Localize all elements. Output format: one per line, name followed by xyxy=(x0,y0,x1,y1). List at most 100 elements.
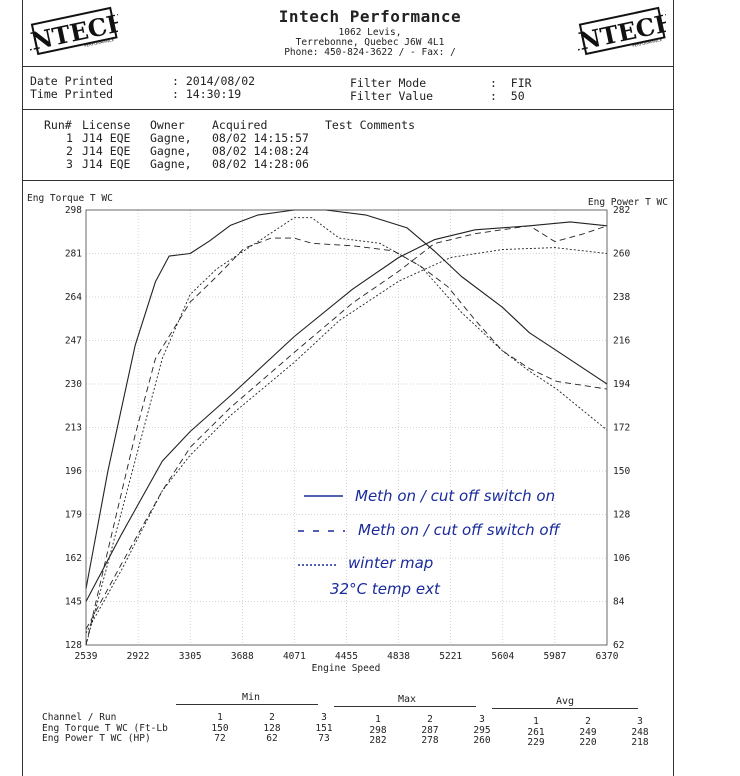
summary-power-value: 220 xyxy=(579,737,597,748)
x-tick-label: 5221 xyxy=(439,651,462,662)
address-line-1: 1062 Levis, xyxy=(338,27,402,38)
y-left-tick-label: 247 xyxy=(65,336,82,347)
x-tick-label: 3305 xyxy=(179,651,202,662)
divider xyxy=(22,180,674,181)
summary-run-number: 2 xyxy=(585,716,591,727)
divider xyxy=(492,708,638,709)
summary-torque-value: 295 xyxy=(473,725,491,736)
y-left-tick-label: 213 xyxy=(65,423,82,434)
divider xyxy=(334,706,476,707)
table-row-acquired: 08/02 14:08:24 xyxy=(212,144,309,158)
y-right-tick-label: 106 xyxy=(613,553,630,564)
filter-value-value: : 50 xyxy=(490,89,525,103)
y-right-tick-label: 150 xyxy=(613,466,630,477)
runs-header-acquired: Acquired xyxy=(212,118,268,132)
summary-torque-value: 261 xyxy=(527,727,545,738)
summary-power-value: 260 xyxy=(473,735,491,746)
summary-power-value: 62 xyxy=(266,733,278,744)
chart-grid xyxy=(86,210,607,645)
summary-run-number: 2 xyxy=(269,712,275,723)
dyno-chart: Eng Torque T WC Eng Power T WC Engine Sp… xyxy=(27,193,668,674)
summary-torque-value: 151 xyxy=(315,723,333,734)
divider xyxy=(176,704,318,705)
runs-header-comments: Test Comments xyxy=(325,118,416,132)
summary-group-min: Min xyxy=(242,692,261,703)
table-row-license: J14 EQE xyxy=(82,144,131,158)
summary-power-value: 73 xyxy=(318,733,330,744)
legend-label-2: Meth on / cut off switch off xyxy=(358,521,562,539)
chart-series xyxy=(85,209,608,646)
address-line-3: Phone: 450-824-3622 / - Fax: / xyxy=(284,47,456,58)
y-right-tick-label: 128 xyxy=(613,510,630,521)
x-axis-label: Engine Speed xyxy=(312,663,381,674)
x-tick-label: 5987 xyxy=(543,651,566,662)
x-tick-label: 2539 xyxy=(75,651,98,662)
table-row-owner: Gagne, xyxy=(150,131,192,145)
y-left-tick-label: 230 xyxy=(65,379,82,390)
time-printed-value: : 14:30:19 xyxy=(172,87,242,101)
runs-header-run: Run# xyxy=(44,118,72,132)
x-tick-label: 4455 xyxy=(335,651,358,662)
y-axis-left-label: Eng Torque T WC xyxy=(27,193,113,204)
filter-mode-value: : FIR xyxy=(490,76,532,90)
table-row-acquired: 08/02 14:15:57 xyxy=(212,131,309,145)
summary-run-label: Channel / Run xyxy=(42,712,117,723)
x-tick-label: 4071 xyxy=(283,651,306,662)
y-left-tick-label: 128 xyxy=(65,640,82,651)
table-row-acquired: 08/02 14:28:06 xyxy=(212,157,309,171)
address-line-2: Terrebonne, Quebec J6W 4L1 xyxy=(295,37,445,48)
page-frame xyxy=(22,0,674,776)
table-row-run: 2 xyxy=(66,144,73,158)
y-axis-right-label: Eng Power T WC xyxy=(588,197,668,208)
svg-text:PERFORMANCE: PERFORMANCE xyxy=(632,37,663,48)
x-tick-label: 4838 xyxy=(387,651,410,662)
intech-logo-right: INTECH PERFORMANCE xyxy=(578,7,666,58)
table-row-run: 1 xyxy=(66,131,73,145)
y-right-tick-label: 238 xyxy=(613,292,630,303)
summary-power-value: 72 xyxy=(214,733,226,744)
filter-value-label: Filter Value xyxy=(350,89,434,103)
y-left-tick-label: 196 xyxy=(65,466,82,477)
summary-power-value: 278 xyxy=(421,735,439,746)
y-left-tick-label: 281 xyxy=(65,249,82,260)
y-left-tick-label: 264 xyxy=(65,292,82,303)
legend-label-1: Meth on / cut off switch on xyxy=(355,487,555,505)
y-left-tick-label: 162 xyxy=(65,553,82,564)
series-line-torque-dashed xyxy=(85,237,608,646)
plot-frame xyxy=(85,209,608,646)
y-right-tick-label: 62 xyxy=(613,640,624,651)
summary-torque-label: Eng Torque T WC (Ft-Lb xyxy=(42,723,168,734)
summary-run-number: 1 xyxy=(375,714,381,725)
table-row-owner: Gagne, xyxy=(150,157,192,171)
date-printed-value: : 2014/08/02 xyxy=(172,74,256,88)
summary-group-avg: Avg xyxy=(556,696,575,707)
filter-mode-label: Filter Mode xyxy=(350,76,427,90)
summary-power-label: Eng Power T WC (HP) xyxy=(42,733,151,744)
legend-label-3: winter map xyxy=(348,554,433,572)
time-printed-label: Time Printed xyxy=(30,87,114,101)
summary-run-number: 3 xyxy=(479,714,485,725)
summary-torque-value: 298 xyxy=(369,725,387,736)
svg-text:PERFORMANCE: PERFORMANCE xyxy=(84,37,115,48)
y-right-tick-label: 194 xyxy=(613,379,630,390)
intech-logo-left: INTECH PERFORMANCE xyxy=(30,7,118,58)
company-title: Intech Performance xyxy=(278,7,462,26)
y-left-tick-label: 298 xyxy=(65,205,82,216)
y-left-tick-label: 145 xyxy=(65,597,82,608)
x-tick-label: 3688 xyxy=(231,651,254,662)
divider xyxy=(22,109,674,110)
y-right-tick-label: 260 xyxy=(613,249,630,260)
series-line-torque-dotted xyxy=(85,217,608,646)
summary-run-number: 3 xyxy=(637,716,643,727)
summary-run-number: 1 xyxy=(217,712,223,723)
summary-power-value: 229 xyxy=(527,737,545,748)
table-row-owner: Gagne, xyxy=(150,144,192,158)
legend-label-4: 32°C temp ext xyxy=(330,580,441,598)
summary-run-number: 3 xyxy=(321,712,327,723)
summary-torque-value: 128 xyxy=(263,723,281,734)
chart-ticks: 2539 2922 3305 3688 4071 4455 4838 5221 5604 5987… xyxy=(65,205,631,662)
table-row-license: J14 EQE xyxy=(82,131,131,145)
y-left-tick-label: 179 xyxy=(65,510,82,521)
summary-run-number: 2 xyxy=(427,714,433,725)
date-printed-label: Date Printed xyxy=(30,74,114,88)
